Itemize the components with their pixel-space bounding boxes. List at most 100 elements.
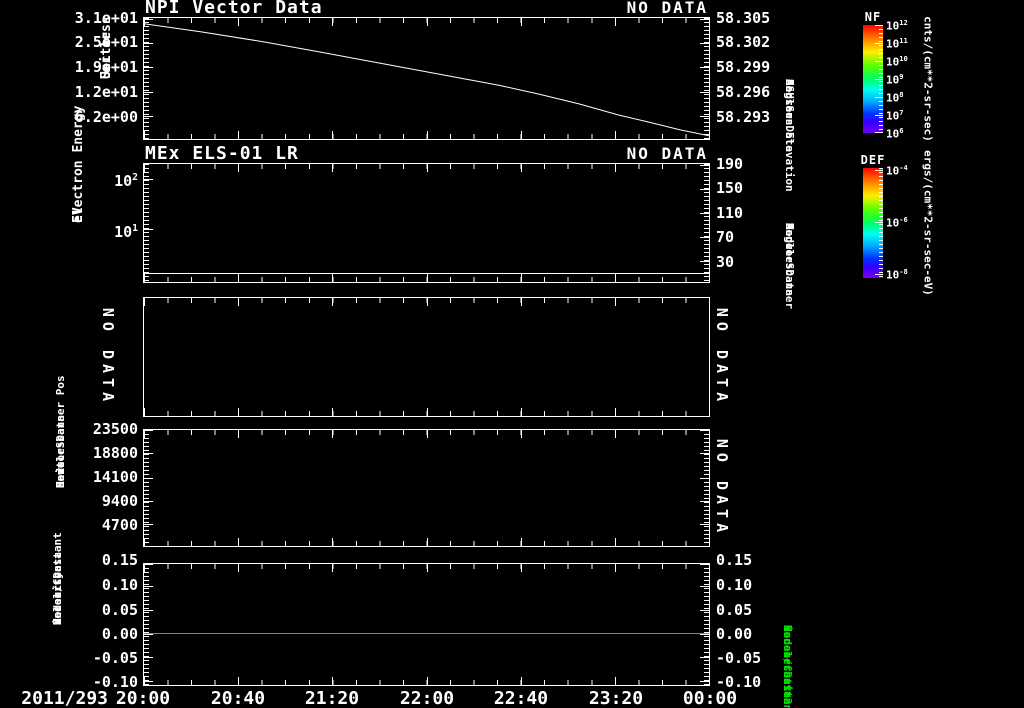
colorbar-major-tick [875, 222, 883, 223]
y-tick-label: -0.05 [92, 649, 138, 667]
colorbar-tick-label: 109 [886, 72, 904, 87]
x-major-tick [332, 164, 333, 172]
x-major-tick [238, 538, 239, 546]
y-tick-label: 0.10 [101, 576, 138, 594]
x-major-tick [615, 298, 616, 306]
x-major-tick [427, 18, 428, 26]
panel-title-p2: MEx ELS-01 LR [145, 143, 299, 164]
y-major-tick [700, 657, 709, 658]
y-tick-label: 14100 [92, 468, 138, 486]
x-major-tick [332, 408, 333, 416]
x-major-tick [427, 274, 428, 282]
x-major-tick [615, 274, 616, 282]
y-tick-label: 102 [114, 172, 138, 190]
y-major-tick [700, 237, 709, 238]
y-major-tick [144, 229, 153, 230]
x-major-tick [521, 430, 522, 438]
x-axis-date-label: 2011/293 [21, 688, 108, 708]
y-tick-label: 1.2e+01 [74, 83, 138, 101]
y-tick-label: 3.1e+01 [74, 9, 138, 27]
colorbar-title-NF: NF [864, 10, 882, 24]
data-line-p5 [144, 633, 709, 634]
y-tick-label-right: 190 [716, 155, 744, 173]
y-major-tick [700, 501, 709, 502]
colorbar-tick-label: 1012 [886, 18, 908, 33]
y-tick-label-right: 0.00 [716, 625, 753, 643]
y-tick-label-right: 0.15 [716, 551, 753, 569]
x-tick-label: 00:00 [682, 688, 738, 708]
x-major-tick [427, 430, 428, 438]
x-major-tick [427, 164, 428, 172]
x-tick-label: 20:40 [210, 688, 266, 708]
y-tick-label: 0.05 [101, 601, 138, 619]
x-tick-label: 22:40 [493, 688, 549, 708]
y-tick-label-right: 58.299 [716, 58, 771, 76]
y-major-tick [700, 261, 709, 262]
x-major-tick [521, 18, 522, 26]
y-major-tick [700, 19, 709, 20]
x-minor-ticks-top [144, 298, 709, 303]
y-major-tick [700, 67, 709, 68]
x-major-tick [332, 538, 333, 546]
y-tick-label: 18800 [92, 444, 138, 462]
y-major-tick [144, 116, 153, 117]
x-major-tick [238, 131, 239, 139]
x-tick-label: 20:00 [115, 688, 171, 708]
right-axis-label-line: degrees [783, 223, 796, 270]
x-major-tick [427, 298, 428, 306]
y-major-tick [700, 116, 709, 117]
y-tick-label-right: 58.293 [716, 108, 771, 126]
colorbar-DEF [863, 168, 883, 278]
x-major-tick [144, 298, 145, 306]
x-major-tick [521, 298, 522, 306]
y-major-tick [144, 92, 153, 93]
y-tick-label-right: 110 [716, 204, 744, 222]
x-major-tick [332, 298, 333, 306]
x-major-tick [615, 538, 616, 546]
y-major-tick [700, 564, 709, 565]
colorbar-title-DEF: DEF [860, 153, 886, 167]
colorbar-tick-label: 1011 [886, 36, 908, 51]
y-major-tick [144, 681, 153, 682]
panel-p3 [143, 297, 710, 417]
y-tick-label-right: 150 [716, 179, 744, 197]
y-minor-ticks-right [704, 164, 709, 282]
y-major-tick [700, 610, 709, 611]
x-tick-label: 23:20 [588, 688, 644, 708]
y-major-tick [144, 430, 153, 431]
data-line-p2 [144, 273, 709, 274]
y-major-tick [700, 430, 709, 431]
y-major-tick [144, 179, 153, 180]
x-major-tick [238, 408, 239, 416]
y-major-tick [700, 213, 709, 214]
y-axis-label-line: unitless [54, 435, 67, 488]
x-major-tick [238, 274, 239, 282]
x-major-tick [427, 131, 428, 139]
panel-p1 [143, 17, 710, 140]
y-tick-label: 6.2e+00 [74, 108, 138, 126]
no-data-marker-right-p3: NO DATA [713, 307, 731, 407]
x-minor-ticks-bottom [144, 411, 709, 416]
x-minor-ticks-bottom [144, 277, 709, 282]
colorbar-tick-label: 10-6 [886, 215, 908, 230]
panel-p4 [143, 429, 710, 547]
colorbar-tick-label: 108 [886, 90, 904, 105]
y-major-tick [700, 453, 709, 454]
y-tick-label-right: 0.05 [716, 601, 753, 619]
y-major-tick [700, 524, 709, 525]
y-minor-ticks-right [704, 18, 709, 139]
colorbar-major-tick [875, 61, 883, 62]
y-tick-label: 1.9e+01 [74, 58, 138, 76]
x-major-tick [615, 430, 616, 438]
x-major-tick [238, 164, 239, 172]
x-major-tick [238, 564, 239, 572]
panel-p2 [143, 163, 710, 283]
y-major-tick [144, 564, 153, 565]
y-major-tick [700, 189, 709, 190]
x-major-tick [521, 164, 522, 172]
y-tick-label: 0.15 [101, 551, 138, 569]
colorbar-major-tick [875, 97, 883, 98]
colorbar-major-tick [875, 79, 883, 80]
panel-status-p2: NO DATA [626, 144, 708, 163]
